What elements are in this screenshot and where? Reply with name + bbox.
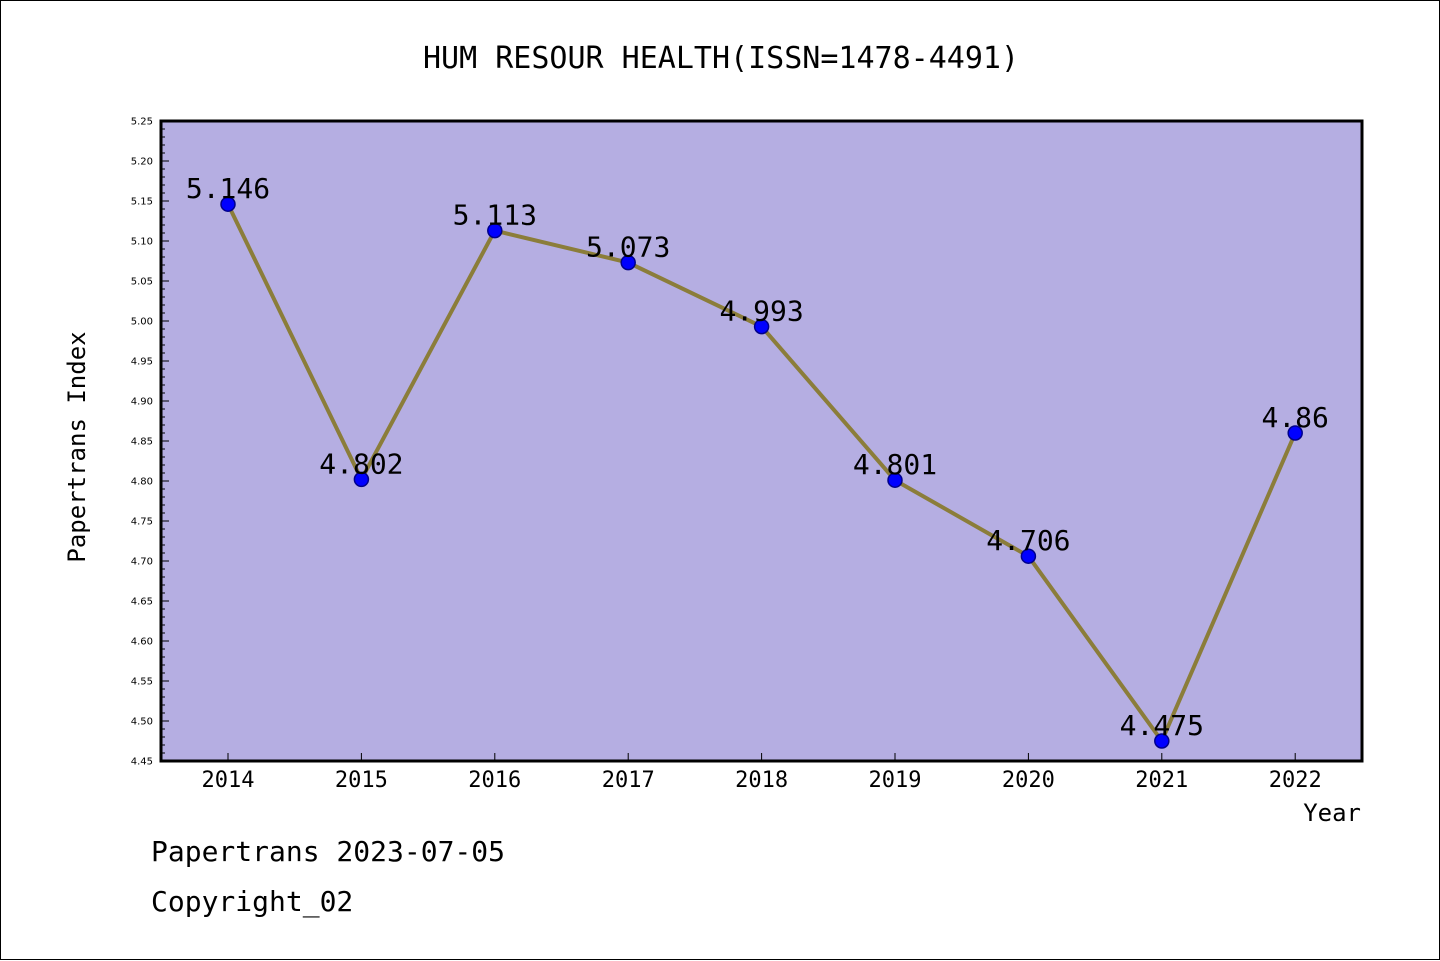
data-point [1020,548,1037,564]
x-tick-label: 2018 [735,768,788,793]
y-tick-label: 5.25 [131,117,153,128]
data-label: 5.113 [453,199,537,232]
plot-area [161,121,1362,761]
y-tick-label: 4.55 [131,677,153,688]
data-label: 4.475 [1120,709,1204,742]
y-axis-label: Papertrans Index [63,331,91,562]
y-tick-label: 4.50 [131,717,153,728]
y-tick-label: 4.60 [131,637,153,648]
data-point [220,196,236,212]
y-tick-label: 4.85 [131,437,153,448]
y-tick-label: 4.70 [131,557,153,568]
x-tick-label: 2019 [869,768,922,793]
y-tick-label: 5.15 [131,197,153,208]
y-tick-label: 4.95 [131,357,153,368]
data-label: 4.706 [986,524,1070,557]
data-point [887,472,903,488]
data-label: 5.073 [586,231,670,264]
data-label: 4.801 [853,448,937,481]
data-label: 4.86 [1261,401,1328,434]
y-tick-label: 5.20 [131,157,153,168]
y-tick-label: 5.00 [131,317,153,328]
x-tick-label: 2017 [602,768,655,793]
y-axis: 4.45 4.50 4.55 4.60 4.65 4.70 4.75 4.80 4.85 4.90… [131,117,169,768]
x-tick-label: 2014 [202,768,255,793]
data-point [1154,733,1170,749]
y-tick-label: 5.10 [131,237,153,248]
x-tick-label: 2015 [335,768,388,793]
data-point [487,222,503,239]
data-point [753,318,770,335]
y-tick-label: 5.05 [131,277,153,288]
x-tick-label: 2022 [1269,768,1322,793]
x-axis: 2014 2015 2016 2017 2018 2019 2020 2021 2022 [202,753,1322,793]
data-point [1287,425,1303,441]
data-point [620,254,636,271]
data-label: 4.993 [719,295,803,328]
data-label: 5.146 [186,172,270,205]
data-label: 4.802 [319,447,403,480]
y-tick-label: 4.65 [131,597,153,608]
x-tick-label: 2021 [1135,768,1188,793]
x-tick-label: 2016 [468,768,521,793]
data-point [353,471,370,488]
series-layer: 5.146 4.802 5.113 5.073 4.993 4.801 4.706 4.475… [186,172,1329,749]
x-axis-label: Year [1303,799,1361,827]
y-tick-label: 4.45 [131,757,153,768]
footer-copyright: Copyright_02 [151,885,354,918]
y-tick-label: 4.80 [131,477,153,488]
y-tick-label: 4.75 [131,517,153,528]
chart-title: HUM RESOUR HEALTH(ISSN=1478-4491) [423,41,1019,76]
y-tick-label: 4.90 [131,397,153,408]
x-tick-label: 2020 [1002,768,1055,793]
plot-border [159,119,1364,763]
footer-date: Papertrans 2023-07-05 [151,835,506,868]
